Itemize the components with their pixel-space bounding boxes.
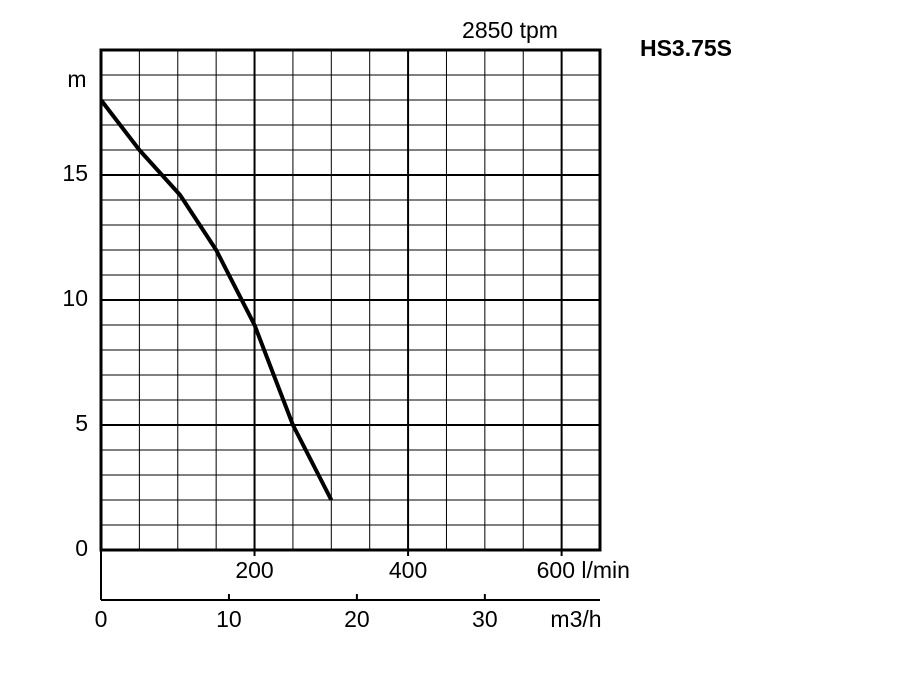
x2-tick-label: 20	[344, 606, 370, 632]
plot-frame	[99, 48, 602, 552]
y-tick-label: 10	[62, 285, 88, 311]
y-axis-label: m	[67, 66, 86, 92]
x2-tick-label: 0	[95, 606, 108, 632]
chart-title: 2850 tpm	[462, 17, 558, 43]
x2-axis-label: m3/h	[550, 606, 601, 632]
model-label: HS3.75S	[640, 35, 732, 61]
x2-tick-label: 10	[216, 606, 242, 632]
x-tick-label: 200	[235, 557, 273, 583]
x2-tick-label: 30	[472, 606, 498, 632]
y-tick-label: 0	[75, 535, 88, 561]
y-tick-label: 5	[75, 410, 88, 436]
y-tick-label: 15	[62, 160, 88, 186]
x-tick-label: 400	[389, 557, 427, 583]
curve	[99, 98, 334, 501]
x-tick-label: 600 l/min	[537, 557, 630, 583]
